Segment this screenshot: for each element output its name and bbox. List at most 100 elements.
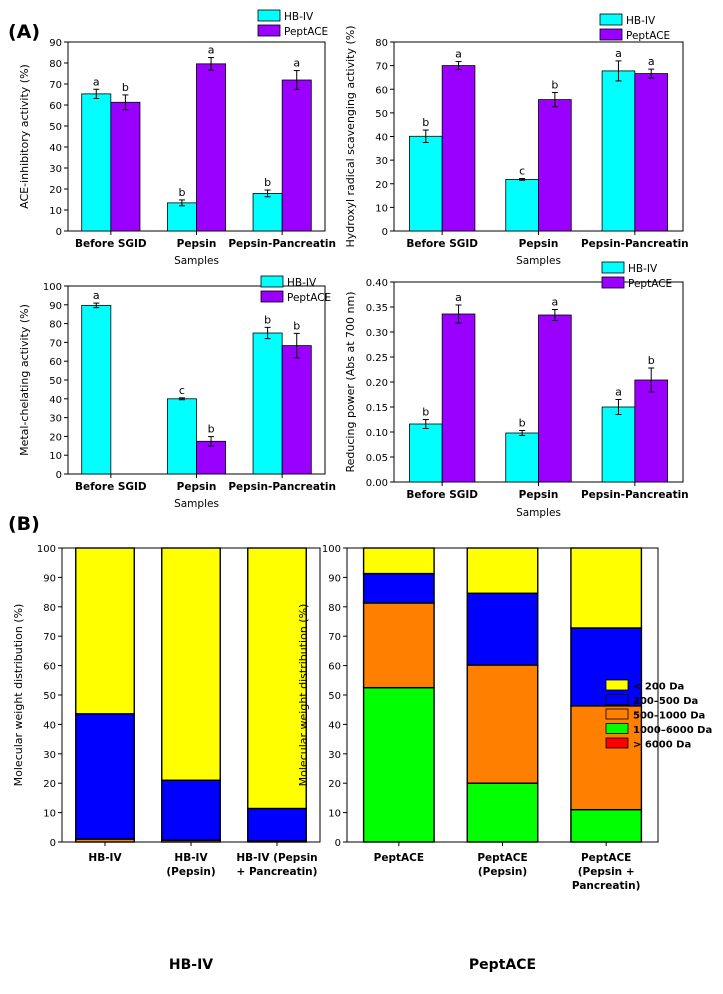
- mw_hbiv-x-tick-label: HB-IV (Pepsin: [236, 852, 317, 864]
- chart-ace: 0 10 20 30 40 50 60 70 80 90 ACE-inhibitory activi…: [18, 9, 336, 267]
- hydroxyl-x-tick-label: Before SGID: [406, 238, 478, 250]
- metal-bar: [252, 332, 283, 475]
- ace-y-tick-label: 80: [49, 59, 62, 70]
- mw_peptace-bar-segment: [570, 547, 643, 629]
- metal-legend: HB-IV PeptACE: [260, 275, 331, 304]
- metal-x-tick-label: Pepsin: [177, 481, 217, 493]
- metal-x-axis-label: Samples: [174, 498, 219, 510]
- metal-x-tick-label: Before SGID: [75, 481, 147, 493]
- reducing-x-axis-label: Samples: [516, 507, 561, 519]
- hydroxyl-bar: [538, 99, 572, 232]
- mw_peptace-y-tick-label: 0: [335, 838, 341, 849]
- hydroxyl-bar: [441, 65, 476, 232]
- mw_peptace-y-axis-label: Molecular weight distribution (%): [297, 604, 310, 787]
- mw_peptace-bar-segment: [362, 572, 435, 604]
- metal-y-tick-label: 80: [49, 320, 62, 331]
- reducing-legend-label: HB-IV: [628, 263, 658, 275]
- mw_peptace-bar-segment: [362, 547, 435, 575]
- mw_hbiv-bar-segment: [247, 807, 307, 842]
- mw_hbiv-y-tick-label: 50: [43, 691, 56, 702]
- hydroxyl-bar: [601, 70, 636, 232]
- metal-significance-label: b: [264, 313, 271, 326]
- mw_hbiv-y-tick-label: 20: [43, 779, 56, 790]
- reducing-y-tick-label: 0.05: [366, 453, 388, 464]
- reducing-legend-label: PeptACE: [628, 278, 672, 290]
- reducing-bar: [538, 314, 572, 483]
- hydroxyl-y-tick-label: 20: [375, 180, 388, 191]
- mw_peptace-y-tick-label: 10: [328, 809, 341, 820]
- metal-y-tick-label: 60: [49, 357, 62, 368]
- hydroxyl-significance-label: a: [648, 55, 655, 68]
- metal-legend-swatch: [260, 275, 284, 288]
- metal-legend-label: HB-IV: [287, 277, 317, 289]
- reducing-y-tick-label: 0.25: [366, 353, 388, 364]
- hydroxyl-y-tick-label: 30: [375, 156, 388, 167]
- metal-y-tick-label: 30: [49, 414, 62, 425]
- hydroxyl-bar: [409, 135, 443, 232]
- reducing-y-tick-label: 0.30: [366, 328, 388, 339]
- hydroxyl-significance-label: b: [551, 78, 558, 91]
- metal-bar: [281, 345, 312, 475]
- mw_peptace-legend-label: 500–1000 Da: [633, 711, 705, 722]
- ace-legend-label: PeptACE: [284, 26, 328, 38]
- mw_hbiv-title: HB-IV: [169, 957, 213, 973]
- mw_hbiv-bar-segment: [247, 547, 307, 810]
- metal-significance-label: c: [179, 384, 185, 397]
- reducing-significance-label: a: [552, 296, 559, 309]
- chart-reducing: 0.00 0.05 0.10 0.15 0.20 0.25 0.30 0.35 0.40 Redu…: [344, 261, 689, 519]
- ace-significance-label: b: [178, 186, 185, 199]
- mw_peptace-legend-label: < 200 Da: [633, 682, 684, 693]
- mw_hbiv-y-tick-label: 100: [37, 544, 56, 555]
- ace-y-tick-label: 10: [49, 206, 62, 217]
- mw_peptace-legend-swatch: [605, 708, 629, 720]
- hydroxyl-bar: [505, 179, 539, 232]
- reducing-bar: [634, 379, 668, 483]
- reducing-y-axis-label: Reducing power (Abs at 700 nm): [344, 292, 357, 473]
- hydroxyl-legend-label: PeptACE: [626, 30, 670, 42]
- mw_hbiv-bar-segment: [161, 547, 221, 781]
- reducing-legend-swatch: [601, 276, 625, 289]
- ace-significance-label: a: [93, 75, 100, 88]
- ace-x-tick-label: Pepsin-Pancreatin: [228, 238, 336, 250]
- mw_hbiv-bar-segment: [75, 713, 135, 840]
- ace-y-tick-label: 40: [49, 143, 62, 154]
- mw_peptace-y-tick-label: 80: [328, 603, 341, 614]
- mw_peptace-bar-segment: [570, 705, 643, 811]
- hydroxyl-legend: HB-IV PeptACE: [599, 13, 670, 42]
- hydroxyl-significance-label: b: [422, 116, 429, 129]
- mw_peptace-y-tick-label: 60: [328, 662, 341, 673]
- mw_hbiv-bar-segment: [75, 547, 135, 715]
- panel-a-label: (A): [8, 21, 40, 43]
- ace-bar: [110, 101, 141, 232]
- mw_peptace-x-tick-label: PeptACE: [477, 852, 527, 864]
- metal-y-tick-label: 10: [49, 451, 62, 462]
- chart-hydroxyl: 0 10 20 30 40 50 60 70 80 Hydroxyl radical scaven…: [344, 13, 689, 267]
- reducing-x-tick-label: Pepsin-Pancreatin: [581, 489, 689, 501]
- ace-y-axis-label: ACE-inhibitory activity (%): [18, 64, 31, 209]
- ace-legend: HB-IV PeptACE: [257, 9, 328, 38]
- ace-significance-label: b: [122, 81, 129, 94]
- mw_hbiv-y-tick-label: 10: [43, 809, 56, 820]
- mw_peptace-legend-label: 200–500 Da: [633, 696, 698, 707]
- hydroxyl-significance-label: a: [615, 47, 622, 60]
- mw_hbiv-y-tick-label: 40: [43, 720, 56, 731]
- mw_peptace-bar-segment: [570, 808, 643, 843]
- mw_hbiv-y-tick-label: 0: [50, 838, 56, 849]
- mw_peptace-bar-segment: [466, 782, 539, 843]
- ace-bar: [166, 202, 197, 232]
- ace-y-tick-label: 70: [49, 80, 62, 91]
- mw_peptace-y-tick-label: 40: [328, 720, 341, 731]
- reducing-significance-label: b: [648, 354, 655, 367]
- mw_peptace-title: PeptACE: [469, 957, 536, 973]
- mw_hbiv-x-tick-label: HB-IV: [88, 852, 122, 864]
- metal-x-tick-label: Pepsin-Pancreatin: [228, 481, 336, 493]
- ace-significance-label: b: [264, 176, 271, 189]
- ace-bar: [252, 193, 283, 232]
- reducing-y-tick-label: 0.20: [366, 378, 388, 389]
- ace-legend-swatch: [257, 24, 281, 37]
- reducing-y-tick-label: 0.35: [366, 303, 388, 314]
- mw_peptace-bar-segment: [466, 547, 539, 594]
- mw_peptace-bar-segment: [466, 664, 539, 784]
- reducing-significance-label: b: [422, 406, 429, 419]
